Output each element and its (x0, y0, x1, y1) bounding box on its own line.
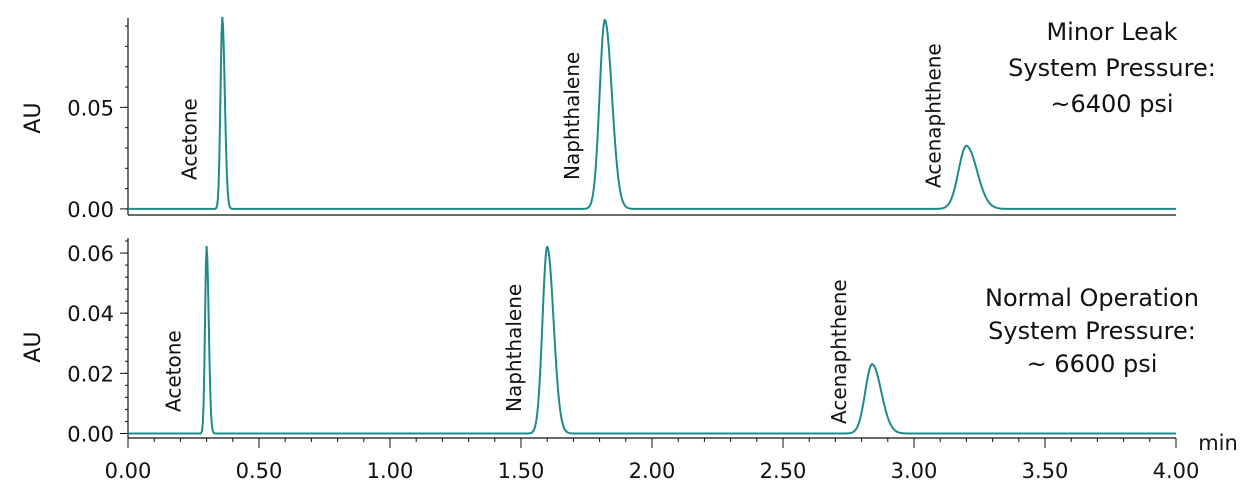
x-tick-label: 4.00 (1153, 459, 1200, 483)
x-axis-label: min (1198, 431, 1238, 455)
x-tick-label: 2.50 (760, 459, 807, 483)
condition-annotation-line: System Pressure: (988, 317, 1196, 345)
x-tick-label: 3.00 (891, 459, 938, 483)
peak-apex-acenaphthene (870, 363, 874, 366)
y-tick-label: 0.06 (67, 242, 114, 266)
y-tick-label: 0.04 (67, 302, 114, 326)
y-axis-label: AU (21, 102, 46, 133)
x-tick-label: 1.50 (498, 459, 545, 483)
chromatogram-trace (127, 246, 1177, 435)
y-tick-label: 0.02 (67, 362, 114, 386)
peak-apex-naphthalene (603, 18, 607, 22)
chromatogram-trace (127, 17, 1177, 210)
peak-apex-acetone (221, 16, 224, 20)
y-tick-label: 0.00 (67, 422, 114, 446)
peak-label-acenaphthene: Acenaphthene (921, 43, 945, 188)
peak-apex-naphthalene (546, 245, 549, 249)
y-tick-label: 0.00 (67, 198, 114, 222)
x-tick-label: 2.00 (629, 459, 676, 483)
peak-label-naphthalene: Naphthalene (560, 52, 584, 180)
panel-bottom: 0.00 0.02 0.04 0.06 AU 0.00 0.50 1.00 1.50 2.00 2.… (21, 238, 1238, 483)
x-tick-label: 1.00 (367, 459, 414, 483)
peak-label-naphthalene: Naphthalene (502, 284, 526, 412)
x-tick-label: 0.00 (105, 459, 152, 483)
panel-top: 0.00 0.05 AU Acetone Naphthalene Acenaphthene… (21, 16, 1216, 222)
y-tick-label: 0.05 (67, 96, 114, 120)
peak-label-acetone: Acetone (162, 330, 186, 412)
peak-apex-acenaphthene (965, 144, 968, 148)
y-axis-label: AU (21, 331, 46, 362)
x-tick-label: 3.50 (1022, 459, 1069, 483)
peak-apex-acetone (205, 245, 208, 249)
x-tick-label: 0.50 (236, 459, 283, 483)
peak-label-acenaphthene: Acenaphthene (827, 279, 851, 424)
condition-annotation-line: ~6400 psi (1050, 90, 1173, 118)
peak-label-acetone: Acetone (177, 98, 201, 180)
condition-annotation-line: System Pressure: (1008, 54, 1216, 82)
condition-annotation-line: Normal Operation (985, 284, 1199, 312)
condition-annotation-line: ~ 6600 psi (1027, 350, 1158, 378)
condition-annotation-line: Minor Leak (1046, 18, 1177, 46)
